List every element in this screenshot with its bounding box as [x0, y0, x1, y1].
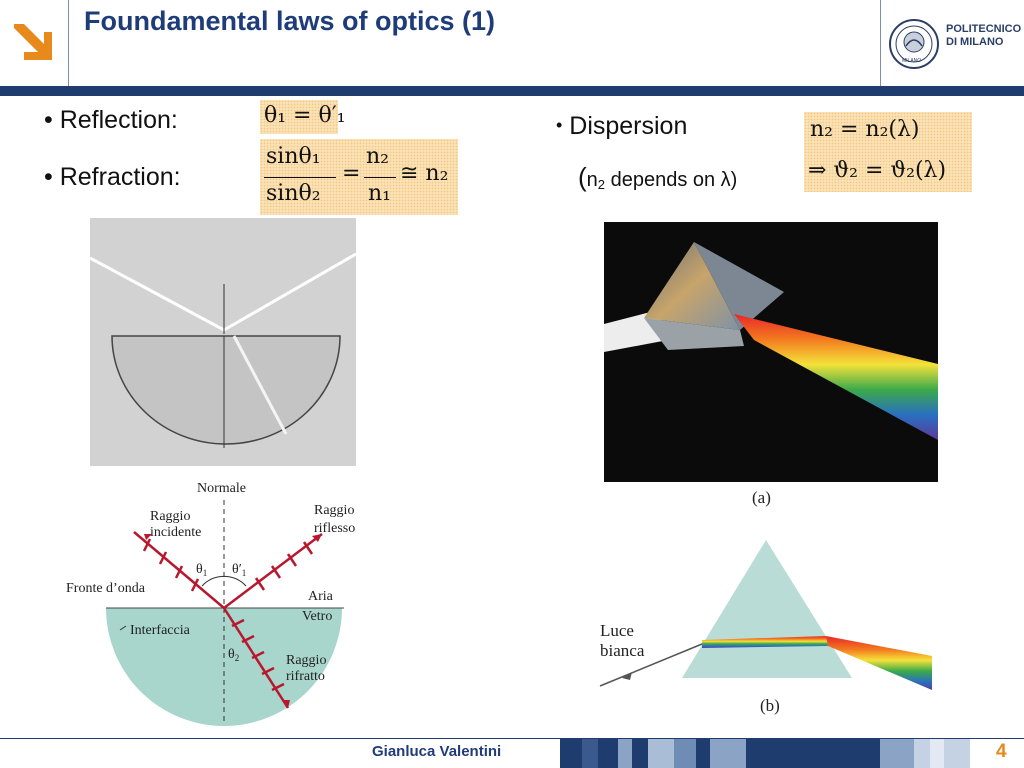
header-separator — [880, 0, 881, 86]
refraction-diagram: Normale Raggio incidente Raggio riflesso… — [60, 476, 370, 732]
caption-b: (b) — [760, 696, 780, 715]
footer-stripe — [914, 739, 930, 768]
footer-stripe — [582, 739, 598, 768]
institution-name: POLITECNICO DI MILANO — [946, 23, 1021, 49]
label-vetro: Vetro — [302, 609, 332, 624]
footer-stripe — [746, 739, 880, 768]
label-raggio-incidente-2: incidente — [150, 525, 201, 540]
footer-line — [0, 738, 1024, 739]
reflection-formula: θ₁ = θ′₁ — [264, 103, 346, 128]
note-n: n — [586, 169, 598, 191]
refraction-denominator: sinθ₂ — [266, 181, 321, 206]
label-raggio-riflesso-1: Raggio — [314, 503, 354, 518]
bullet-dot: • — [556, 115, 563, 135]
fraction-line — [264, 177, 336, 178]
label-normale: Normale — [197, 481, 246, 496]
caption-a: (a) — [752, 488, 771, 507]
page-number: 4 — [996, 741, 1007, 762]
label-raggio-rifratto-1: Raggio — [286, 653, 326, 668]
bullet-dot: • — [44, 163, 53, 191]
institution-line2: DI MILANO — [946, 36, 1004, 48]
fraction-numerator-n2: n₂ — [366, 144, 389, 169]
polimi-arrow-logo — [0, 0, 68, 86]
prism-photo-image — [604, 222, 938, 482]
equals-sign: = — [342, 161, 361, 186]
footer-stripe — [618, 739, 632, 768]
page-title: Foundamental laws of optics (1) — [84, 6, 496, 36]
label-interfaccia: Interfaccia — [130, 623, 191, 638]
header-separator — [68, 0, 69, 86]
prism-diagram-svg: Luce bianca — [599, 540, 932, 690]
prism-diagram: Luce bianca — [594, 536, 938, 720]
note-sub: 2 — [597, 177, 606, 192]
seal-text: MILANO — [902, 58, 922, 64]
bullet-dot: • — [44, 106, 53, 134]
dispersion-note: (n2 depends on λ) — [578, 162, 737, 193]
label-theta1: θ1 — [196, 562, 207, 578]
footer-stripe — [632, 739, 648, 768]
label-theta2: θ2 — [228, 647, 239, 663]
refraction-label: Refraction: — [59, 163, 181, 191]
refraction-diagram-svg: Normale Raggio incidente Raggio riflesso… — [66, 481, 355, 726]
label-raggio-riflesso-2: riflesso — [314, 521, 355, 536]
refraction-photo-image — [89, 218, 357, 466]
dispersion-formula-line1: n₂ = n₂(λ) — [810, 117, 920, 142]
dispersion-formula-box: n₂ = n₂(λ) ⇒ ϑ₂ = ϑ₂(λ) — [804, 112, 972, 192]
dispersion-formula-line2: ⇒ ϑ₂ = ϑ₂(λ) — [808, 158, 947, 183]
label-bianca: bianca — [600, 641, 645, 660]
polimi-seal: MILANO — [888, 18, 940, 70]
note-open-paren: ( — [578, 162, 587, 192]
refraction-formula-box: sinθ₁ sinθ₂ = n₂ n₁ ≅ n₂ — [260, 139, 458, 215]
approx-n2: ≅ n₂ — [400, 161, 449, 186]
bullet-refraction: • Refraction: — [44, 163, 181, 192]
fraction-denominator-n1: n₁ — [368, 181, 391, 206]
refraction-numerator: sinθ₁ — [266, 144, 321, 169]
footer-stripe — [696, 739, 710, 768]
fraction-line — [364, 177, 396, 178]
label-theta1-prime: θ′1 — [232, 562, 246, 578]
label-aria: Aria — [308, 589, 334, 604]
footer-stripe — [560, 739, 582, 768]
footer-stripe — [674, 739, 696, 768]
label-raggio-incidente-1: Raggio — [150, 509, 190, 524]
footer-stripe — [710, 739, 746, 768]
bullet-dispersion: • Dispersion — [556, 112, 687, 141]
footer-stripe — [648, 739, 674, 768]
institution-line1: POLITECNICO — [946, 23, 1022, 35]
label-fronte-onda: Fronte d’onda — [66, 581, 146, 596]
label-raggio-rifratto-2: rifratto — [286, 669, 325, 684]
footer-stripe — [598, 739, 618, 768]
footer-stripe — [944, 739, 970, 768]
reflection-formula-box: θ₁ = θ′₁ — [260, 100, 346, 134]
note-rest: depends on λ) — [605, 169, 738, 191]
footer-stripe — [880, 739, 914, 768]
header-bar — [0, 86, 1024, 96]
footer-stripe — [930, 739, 944, 768]
label-luce: Luce — [600, 621, 634, 640]
refraction-photo — [89, 218, 357, 466]
reflection-label: Reflection: — [59, 106, 178, 134]
bullet-reflection: • Reflection: — [44, 106, 178, 135]
prism-photo — [604, 222, 938, 482]
seal-icon — [889, 19, 939, 69]
arrow-logo-icon — [10, 22, 58, 66]
footer-author: Gianluca Valentini — [372, 743, 502, 760]
dispersion-label: Dispersion — [569, 112, 688, 140]
